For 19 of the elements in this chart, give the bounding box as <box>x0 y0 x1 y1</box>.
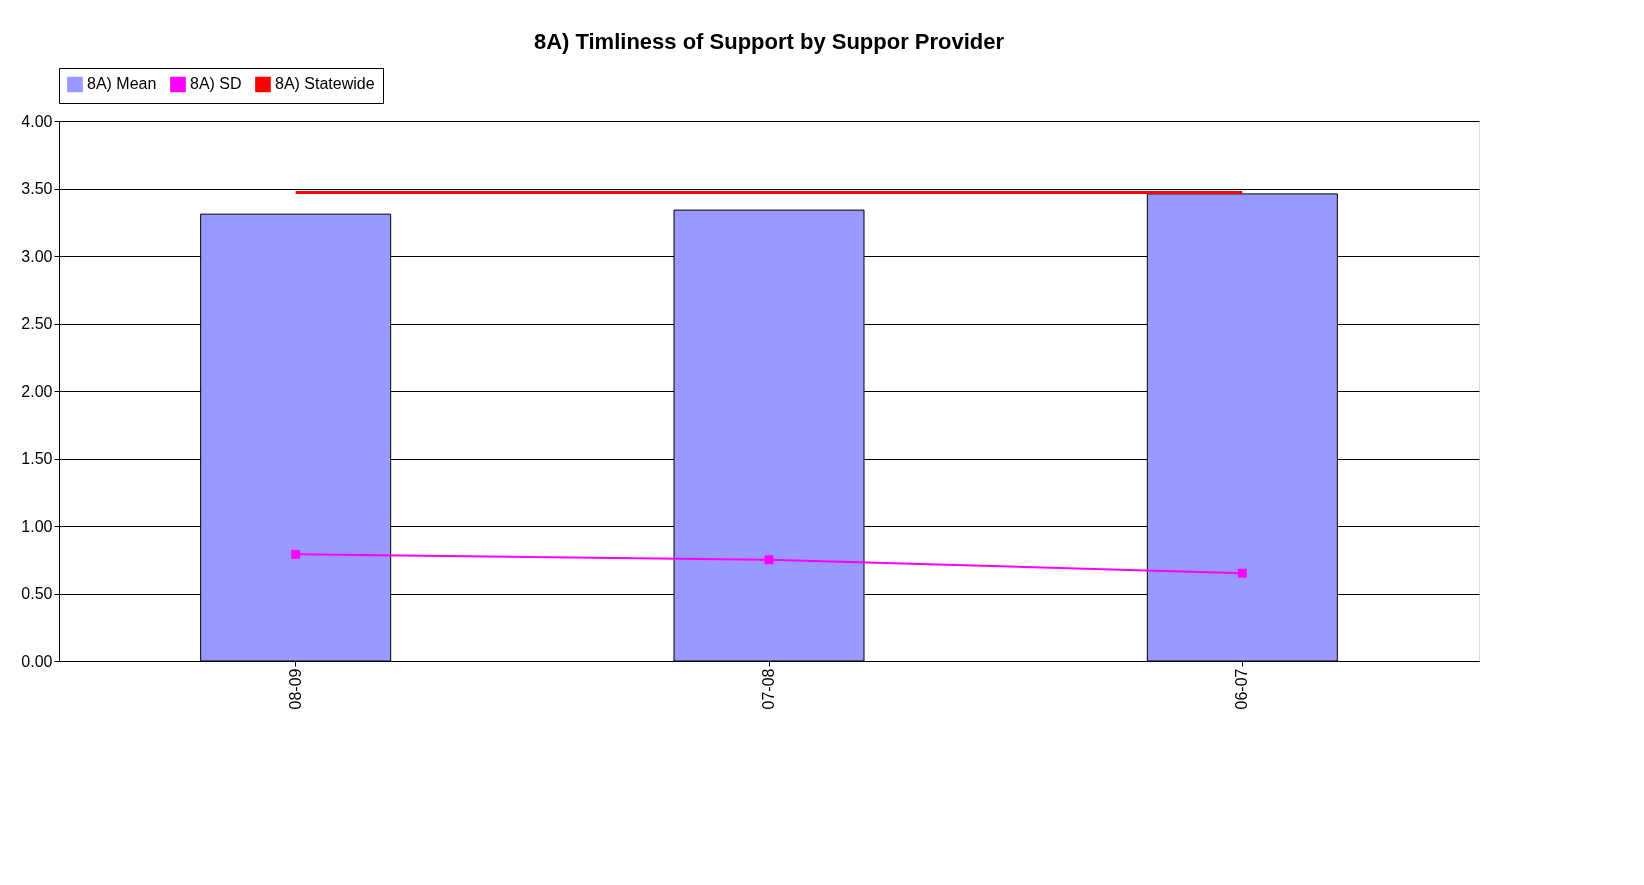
y-tick-label: 2.50 <box>21 315 53 332</box>
y-tick-label: 3.00 <box>21 247 53 265</box>
y-tick-label: 1.00 <box>21 517 53 535</box>
y-tick-label: 2.00 <box>21 382 53 400</box>
x-tick-label: 06-07 <box>1233 668 1251 710</box>
legend-label: 8A) SD <box>190 75 242 93</box>
y-tick-label: 0.50 <box>21 585 53 602</box>
legend-label: 8A) Statewide <box>275 75 375 93</box>
point <box>1237 568 1247 578</box>
x-tick-label: 08-09 <box>286 668 304 710</box>
y-tick-label: 4.00 <box>21 112 53 130</box>
y-tick-label: 0.00 <box>21 652 53 670</box>
y-tick-label: 3.50 <box>21 180 53 197</box>
legend-label: 8A) Mean <box>87 75 157 93</box>
point <box>764 555 774 565</box>
y-tick-label: 1.50 <box>21 450 53 467</box>
point <box>291 549 301 559</box>
x-tick-label: 07-08 <box>760 668 777 710</box>
chart-title: 8A) Timliness of Support by Suppor Provider <box>533 28 1005 54</box>
